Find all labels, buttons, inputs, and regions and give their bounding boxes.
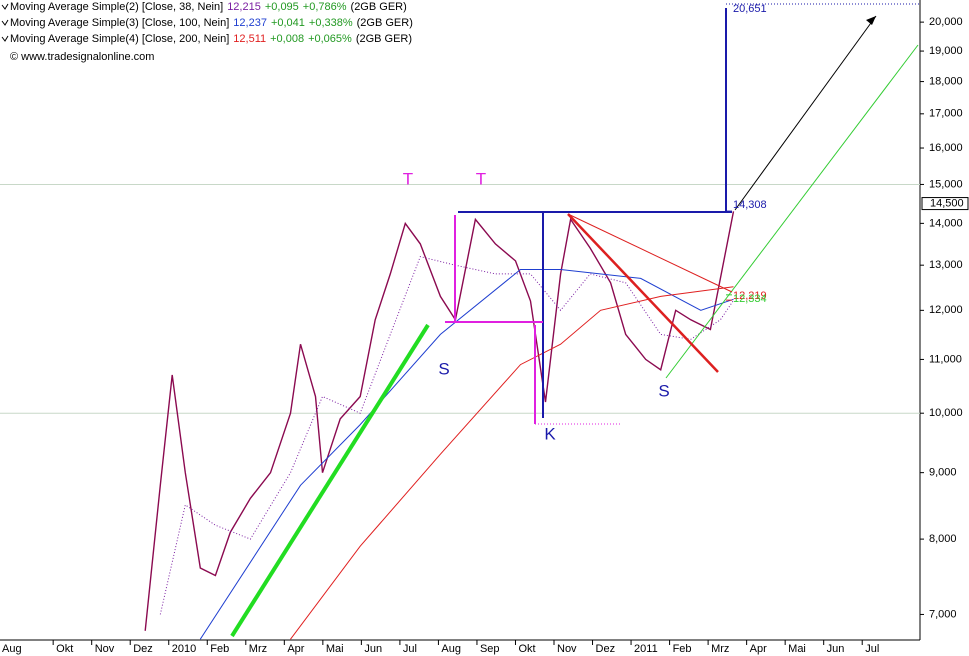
y-tick-label: 19,000: [929, 45, 963, 57]
y-tick-label: 14,000: [929, 217, 963, 229]
x-tick-label: Mai: [788, 643, 806, 655]
trend-line: [230, 323, 430, 638]
x-tick-label: Mrz: [249, 643, 267, 655]
legend-last: 12,215: [227, 1, 261, 13]
trend-line: [567, 213, 719, 373]
x-tick-label: Nov: [95, 643, 115, 655]
legend-name: Moving Average Simple(4) [Close, 200, Ne…: [10, 33, 229, 45]
legend-pct: +0,338%: [309, 17, 353, 29]
drawings: [230, 8, 919, 638]
trend-line: [665, 44, 919, 379]
x-tick-label: Jul: [865, 643, 879, 655]
annotation: T: [403, 169, 413, 188]
series-line: [290, 286, 734, 640]
legend-entry: Moving Average Simple(2) [Close, 38, Nei…: [10, 1, 407, 13]
x-tick-label: 2011: [634, 643, 658, 655]
y-tick-label: 18,000: [929, 75, 963, 87]
watermark: © www.tradesignalonline.com: [10, 51, 154, 63]
legend-icon: [1, 3, 9, 10]
y-tick-label: 15,000: [929, 178, 963, 190]
legend-suffix: (2GB GER): [357, 17, 413, 29]
x-tick-label: 2010: [172, 643, 196, 655]
last-price-label: 14,500: [930, 197, 964, 209]
x-tick-label: Jul: [403, 643, 417, 655]
legend-entry: Moving Average Simple(3) [Close, 100, Ne…: [10, 17, 413, 29]
last-price-box: [921, 197, 969, 211]
legend-suffix: (2GB GER): [356, 33, 412, 45]
y-tick-label: 20,000: [929, 16, 963, 28]
x-tick-label: Feb: [210, 643, 229, 655]
x-tick-label: Mrz: [711, 643, 729, 655]
legend-suffix: (2GB GER): [351, 1, 407, 13]
x-tick-label: Mai: [326, 643, 344, 655]
price-label: 14,308: [733, 199, 767, 211]
y-tick-label: 13,000: [929, 259, 963, 271]
legend-pct: +0,065%: [308, 33, 352, 45]
price-label: 12,334: [733, 293, 767, 305]
y-tick-label: 7,000: [929, 608, 957, 620]
arrow: [734, 15, 877, 211]
annotation: S: [438, 359, 449, 378]
legend-last: 12,237: [233, 17, 267, 29]
y-tick-label: 10,000: [929, 407, 963, 419]
price-label: 20,651: [733, 3, 767, 15]
legend-name: Moving Average Simple(3) [Close, 100, Ne…: [10, 17, 229, 29]
y-tick-label: 12,000: [929, 304, 963, 316]
x-tick-label: Dez: [596, 643, 616, 655]
x-tick-label: Dez: [133, 643, 153, 655]
legend-change: +0,008: [270, 33, 304, 45]
trend-line: [567, 213, 733, 293]
x-tick-label: Aug: [441, 643, 461, 655]
x-tick-label: Nov: [557, 643, 577, 655]
annotation: K: [544, 424, 556, 443]
annotation: T: [476, 169, 486, 188]
legend-icon: [1, 35, 9, 42]
x-tick-label: Jun: [364, 643, 382, 655]
x-tick-label: Apr: [287, 643, 304, 655]
x-tick-label: Okt: [518, 643, 535, 655]
x-tick-label: Sep: [480, 643, 500, 655]
legend-entry: Moving Average Simple(4) [Close, 200, Ne…: [10, 33, 412, 45]
x-tick-label: Aug: [2, 643, 22, 655]
legend-pct: +0,786%: [303, 1, 347, 13]
annotation: S: [658, 381, 669, 400]
y-tick-label: 17,000: [929, 108, 963, 120]
x-tick-label: Feb: [673, 643, 692, 655]
arrow-head: [866, 16, 876, 25]
y-tick-label: 11,000: [929, 353, 962, 365]
series-line: [199, 269, 734, 640]
x-tick-label: Okt: [56, 643, 73, 655]
legend-change: +0,095: [265, 1, 299, 13]
series-line: [144, 211, 735, 631]
legend-change: +0,041: [271, 17, 305, 29]
x-tick-label: Jun: [827, 643, 845, 655]
y-tick-label: 16,000: [929, 142, 963, 154]
y-tick-label: 9,000: [929, 467, 957, 479]
x-tick-label: Apr: [750, 643, 767, 655]
price-label: 12,219: [733, 290, 767, 302]
legend-last: 12,511: [233, 33, 266, 45]
legend-name: Moving Average Simple(2) [Close, 38, Nei…: [10, 1, 223, 13]
y-tick-label: 8,000: [929, 533, 957, 545]
legend-icon: [1, 19, 9, 26]
